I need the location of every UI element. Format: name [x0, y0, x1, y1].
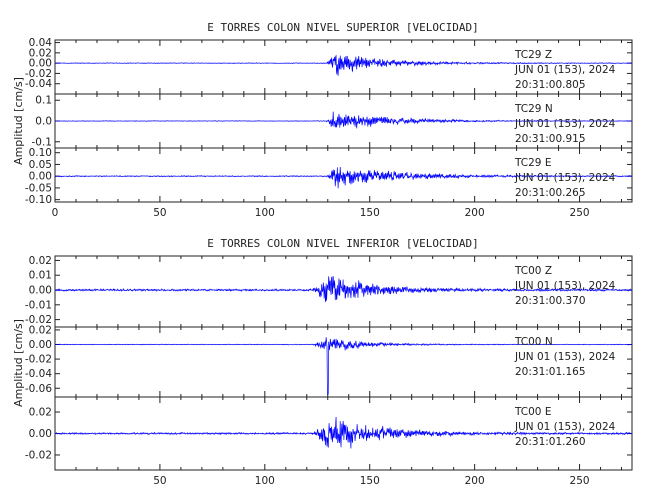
c0-p1-ytick-label: 0.1: [35, 95, 52, 107]
c1-xtick-label: 150: [360, 475, 380, 487]
c0-p2-date-label: JUN 01 (153), 2024: [514, 172, 616, 184]
c1-p2-ytick-label: 0.02: [29, 407, 52, 419]
c0-p0-ytick-label: -0.04: [25, 78, 52, 90]
upper-chart-title: E TORRES COLON NIVEL SUPERIOR [VELOCIDAD…: [207, 21, 479, 34]
c1-p2-station-label: TC00 E: [514, 406, 551, 418]
c1-p2-ytick-label: -0.02: [25, 449, 52, 461]
c0-xtick-label: 0: [52, 207, 59, 219]
lower-chart-title: E TORRES COLON NIVEL INFERIOR [VELOCIDAD…: [207, 237, 479, 250]
c0-xtick-label: 100: [255, 207, 275, 219]
c0-xtick-label: 50: [153, 207, 166, 219]
c0-p0-ytick-label: -0.02: [25, 68, 52, 80]
c0-p0-ytick-label: 0.02: [29, 47, 52, 59]
c0-xtick-label: 200: [465, 207, 485, 219]
c0-p1-date-label: JUN 01 (153), 2024: [514, 118, 616, 130]
c1-p1-time-label: 20:31:01.165: [515, 366, 586, 378]
c1-p0-ytick-label: 0.02: [29, 255, 52, 267]
c0-p0-station-label: TC29 Z: [514, 49, 552, 61]
c1-p0-waveform: [54, 276, 633, 302]
c0-p2-ytick-label: 0.10: [29, 147, 52, 159]
c1-p1-waveform: [54, 337, 633, 395]
c0-p1-waveform: [54, 111, 633, 129]
c1-p1-ytick-label: -0.02: [25, 354, 52, 366]
c0-p2-time-label: 20:31:00.265: [515, 187, 586, 199]
c1-p0-date-label: JUN 01 (153), 2024: [514, 280, 616, 292]
c0-p1-ytick-label: -0.1: [32, 136, 53, 148]
c0-p1-time-label: 20:31:00.915: [515, 133, 586, 145]
c0-p2-station-label: TC29 E: [514, 157, 551, 169]
c1-p1-ytick-label: -0.06: [25, 383, 52, 395]
c1-p1-station-label: TC00 N: [514, 336, 553, 348]
c1-p0-ytick-label: 0.01: [29, 270, 52, 282]
c0-p1-station-label: TC29 N: [514, 103, 553, 115]
c1-p2-ytick-label: 0.00: [29, 428, 52, 440]
c0-p2-frame: [54, 147, 633, 203]
c0-p0-ytick-label: 0.00: [29, 58, 52, 70]
c1-xtick-label: 100: [255, 475, 275, 487]
c1-xtick-label: 50: [153, 475, 166, 487]
c1-xtick-label: 200: [465, 475, 485, 487]
c0-p0-time-label: 20:31:00.805: [515, 79, 586, 91]
c0-p2-ytick-label: -0.05: [25, 182, 52, 194]
c1-p0-ytick-label: -0.01: [25, 299, 52, 311]
c0-p2-ytick-label: 0.05: [29, 159, 52, 171]
c1-p0-time-label: 20:31:00.370: [515, 295, 586, 307]
c1-p0-ytick-label: -0.02: [25, 314, 52, 326]
c1-p0-station-label: TC00 Z: [514, 265, 552, 277]
c0-p0-waveform: [54, 54, 633, 76]
upper-chart-ylabel: Amplitud [cm/s]: [12, 77, 25, 165]
c1-p1-date-label: JUN 01 (153), 2024: [514, 351, 616, 363]
c1-p1-ytick-label: 0.02: [29, 324, 52, 336]
c0-p2-ytick-label: -0.10: [25, 194, 52, 206]
lower-chart-panels: -0.02 -0.01 0.00 0.01 0.02 TC00 Z JUN 01 (153)…: [25, 255, 633, 487]
c1-p1-ytick-label: -0.04: [25, 368, 52, 380]
c0-xtick-label: 150: [360, 207, 380, 219]
c1-p1-ytick-label: 0.00: [29, 339, 52, 351]
lower-chart-ylabel: Amplitud [cm/s]: [12, 319, 25, 407]
c1-p2-date-label: JUN 01 (153), 2024: [514, 421, 616, 433]
c0-p0-date-label: JUN 01 (153), 2024: [514, 64, 616, 76]
c1-xtick-label: 250: [570, 475, 590, 487]
c1-p2-time-label: 20:31:01.260: [515, 436, 586, 448]
c1-p2-waveform: [54, 416, 633, 449]
c0-xtick-label: 250: [570, 207, 590, 219]
c0-p2-ytick-label: 0.00: [29, 171, 52, 183]
c0-p2-waveform: [54, 167, 633, 189]
c1-p0-ytick-label: 0.00: [29, 285, 52, 297]
c0-p1-ytick-label: 0.0: [35, 116, 52, 128]
c0-p0-ytick-label: 0.04: [29, 37, 53, 49]
